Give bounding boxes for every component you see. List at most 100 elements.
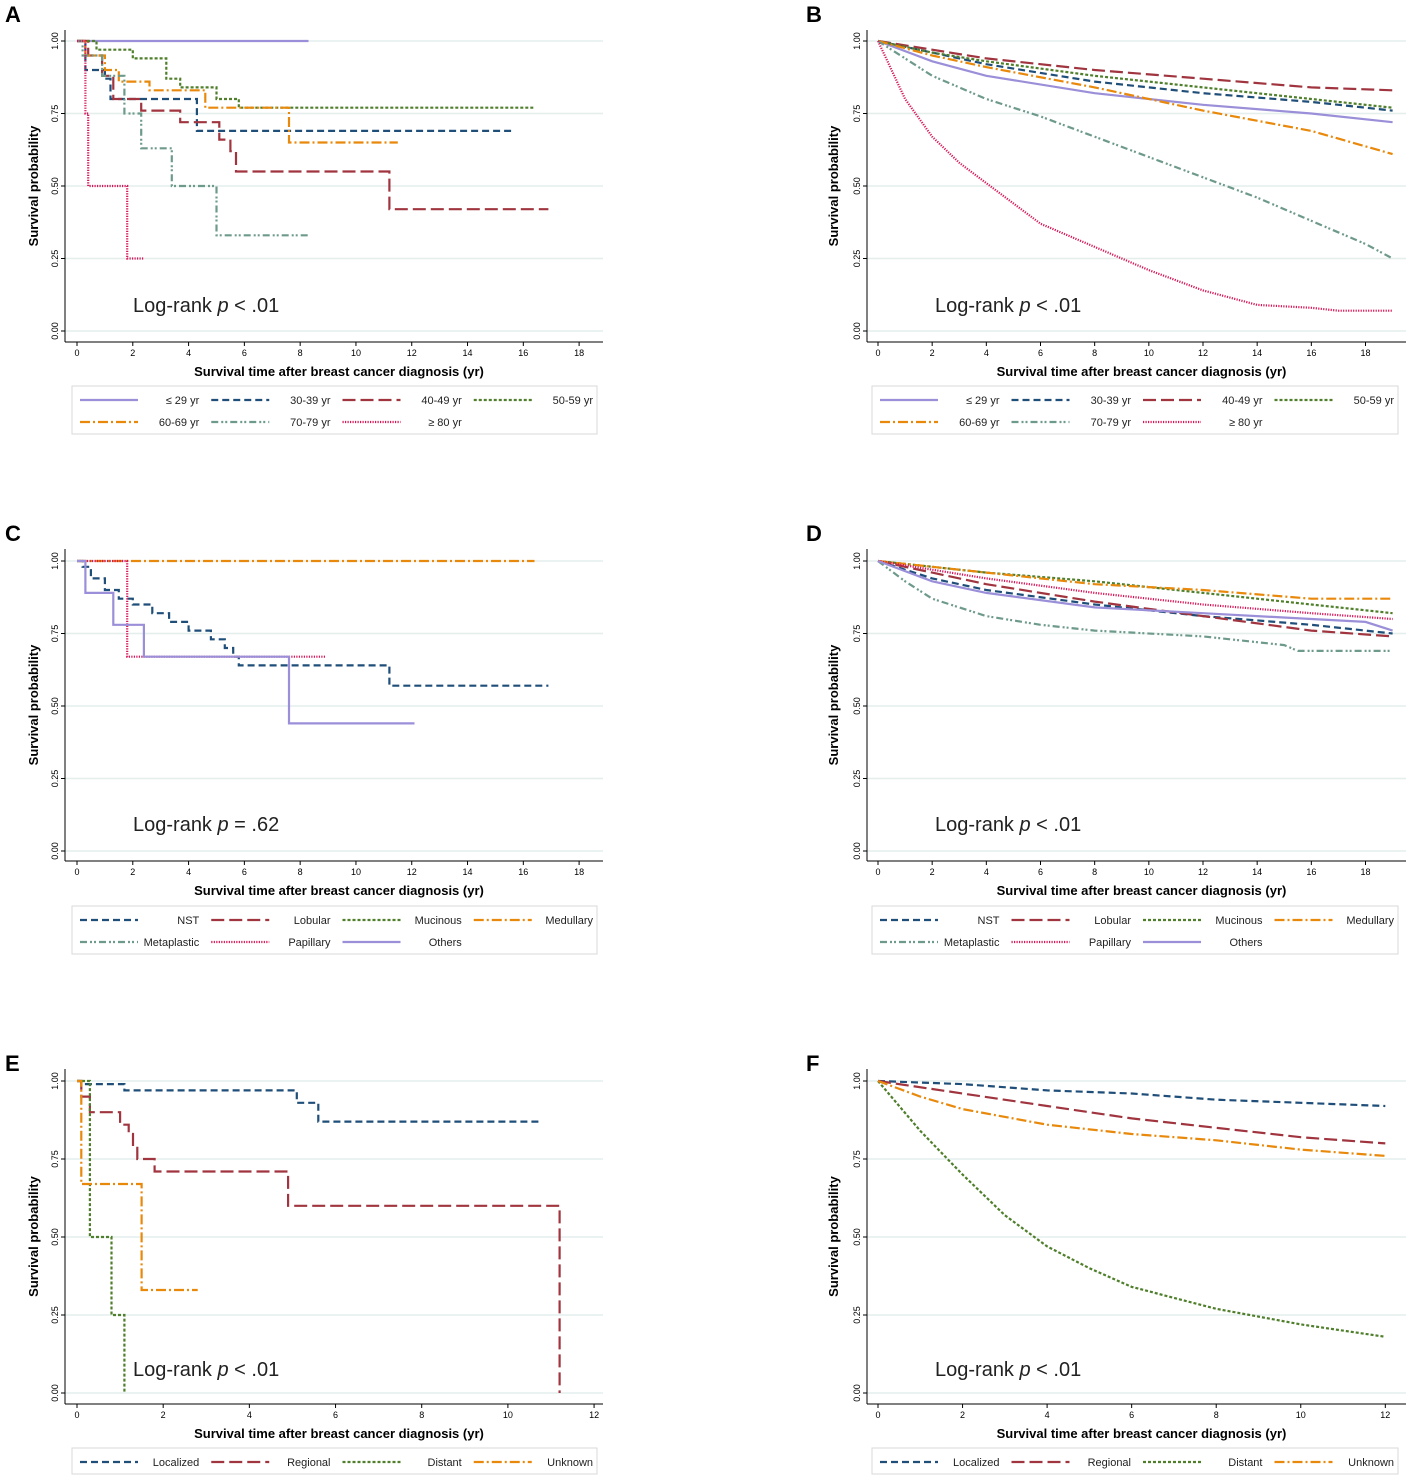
- series-line-nst: [77, 559, 549, 687]
- annotation-p: p: [1019, 814, 1031, 836]
- x-tick-label: 8: [419, 1410, 424, 1420]
- y-tick-label: 0.25: [852, 250, 862, 268]
- series-line-regional: [877, 1079, 1386, 1145]
- annotation-p: p: [217, 1359, 229, 1381]
- series-line-50-59-yr: [877, 39, 1393, 109]
- x-tick-label: 8: [1092, 348, 1097, 358]
- x-tick-label: 14: [463, 348, 473, 358]
- x-tick-label: 6: [1038, 867, 1043, 877]
- annotation-prefix: Log-rank: [133, 295, 218, 317]
- legend-label: ≥ 80 yr: [428, 417, 462, 429]
- y-tick-label: 0.00: [50, 1384, 60, 1402]
- panel-d: D 0.00 0.25 0.50 0.75 1.00 0 2 4 6 8 10 12 14 16 18 Surv…: [806, 521, 1406, 955]
- y-tick-label: 0.75: [852, 105, 862, 123]
- y-axis-title: Survival probability: [826, 125, 841, 246]
- legend-label: NST: [177, 915, 199, 927]
- legend-label: 30-39 yr: [1091, 395, 1132, 407]
- annotation-prefix: Log-rank: [935, 814, 1020, 836]
- logrank-annotation: Log-rank p = .62: [133, 814, 279, 836]
- y-tick-label: 0.25: [50, 1306, 60, 1324]
- x-tick-label: 2: [930, 867, 935, 877]
- annotation-suffix: < .01: [1031, 295, 1082, 317]
- x-tick-label: 14: [1252, 348, 1262, 358]
- x-tick-label: 16: [1306, 348, 1316, 358]
- x-tick-label: 18: [1360, 348, 1370, 358]
- legend-label: ≤ 29 yr: [166, 395, 200, 407]
- panel-a: A 0.00 0.25 0.50 0.75 1.00 0 2 4 6 8 10 12 14 16 18 Surv…: [5, 2, 603, 435]
- series-line-others: [77, 559, 415, 725]
- y-tick-label: 0.00: [852, 1384, 862, 1402]
- x-tick-label: 4: [1045, 1410, 1050, 1420]
- series-line--80-yr: [77, 39, 144, 260]
- x-tick-label: 12: [1198, 348, 1208, 358]
- y-tick-label: 0.75: [50, 625, 60, 643]
- legend-box: [871, 385, 1399, 435]
- y-tick-label: 0.75: [852, 1150, 862, 1168]
- y-tick-label: 0.25: [852, 1306, 862, 1324]
- legend-label: Regional: [1088, 1457, 1131, 1469]
- x-tick-label: 4: [984, 867, 989, 877]
- annotation-suffix: = .62: [229, 814, 280, 836]
- series-line-40-49-yr: [77, 39, 549, 211]
- legend-label: Mucinous: [1215, 915, 1263, 927]
- y-tick-label: 0.00: [50, 842, 60, 860]
- panel-letter: D: [806, 521, 822, 546]
- x-tick-label: 10: [351, 867, 361, 877]
- legend-label: 40-49 yr: [421, 395, 462, 407]
- logrank-annotation: Log-rank p < .01: [935, 814, 1081, 836]
- legend-label: Localized: [953, 1457, 999, 1469]
- series-line-50-59-yr: [77, 39, 535, 109]
- x-tick-label: 18: [574, 348, 584, 358]
- x-tick-label: 10: [1144, 867, 1154, 877]
- y-tick-label: 0.50: [852, 697, 862, 715]
- x-tick-label: 8: [1214, 1410, 1219, 1420]
- annotation-prefix: Log-rank: [935, 1359, 1020, 1381]
- legend-label: ≤ 29 yr: [966, 395, 1000, 407]
- legend-label: Regional: [287, 1457, 330, 1469]
- legend-label: Medullary: [1346, 915, 1394, 927]
- legend-label: Others: [1229, 937, 1263, 949]
- annotation-suffix: < .01: [1031, 1359, 1082, 1381]
- x-axis-title: Survival time after breast cancer diagno…: [997, 1426, 1287, 1441]
- y-axis-title: Survival probability: [826, 644, 841, 765]
- legend-label: Localized: [153, 1457, 199, 1469]
- x-tick-label: 6: [242, 867, 247, 877]
- y-tick-label: 0.00: [852, 842, 862, 860]
- y-tick-label: 0.75: [50, 1150, 60, 1168]
- panel-letter: E: [5, 1051, 20, 1076]
- legend-label: Lobular: [294, 915, 331, 927]
- legend-label: Distant: [1228, 1457, 1262, 1469]
- y-tick-label: 0.25: [50, 250, 60, 268]
- x-tick-label: 0: [74, 867, 79, 877]
- legend-label: Distant: [428, 1457, 462, 1469]
- legend-box: [71, 385, 598, 435]
- x-axis-title: Survival time after breast cancer diagno…: [194, 1426, 484, 1441]
- legend-label: Metaplastic: [944, 937, 1000, 949]
- x-tick-label: 6: [333, 1410, 338, 1420]
- x-tick-label: 8: [298, 348, 303, 358]
- panel-c: C 0.00 0.25 0.50 0.75 1.00 0 2 4 6 8 10 12 14 16 18 Surv…: [5, 521, 603, 955]
- panel-e: E 0.00 0.25 0.50 0.75 1.00 0 2 4 6 8 10 12 Survival t…: [5, 1051, 603, 1475]
- y-tick-label: 0.75: [852, 625, 862, 643]
- x-tick-label: 10: [1296, 1410, 1306, 1420]
- annotation-suffix: < .01: [229, 1359, 280, 1381]
- logrank-annotation: Log-rank p < .01: [133, 1359, 279, 1381]
- x-tick-label: 4: [247, 1410, 252, 1420]
- series-line-papillary: [77, 559, 326, 658]
- legend-label: Papillary: [288, 937, 331, 949]
- x-tick-label: 4: [186, 867, 191, 877]
- annotation-p: p: [1019, 1359, 1031, 1381]
- y-tick-label: 1.00: [852, 1072, 862, 1090]
- x-tick-label: 16: [518, 867, 528, 877]
- series-line-unknown: [877, 1079, 1386, 1157]
- annotation-prefix: Log-rank: [133, 814, 218, 836]
- series-line-localized: [877, 1079, 1386, 1108]
- logrank-annotation: Log-rank p < .01: [935, 295, 1081, 317]
- x-tick-label: 6: [1038, 348, 1043, 358]
- annotation-p: p: [1019, 295, 1031, 317]
- legend-label: Medullary: [545, 915, 593, 927]
- logrank-annotation: Log-rank p < .01: [935, 1359, 1081, 1381]
- legend-label: Unknown: [547, 1457, 593, 1469]
- legend-label: 30-39 yr: [290, 395, 331, 407]
